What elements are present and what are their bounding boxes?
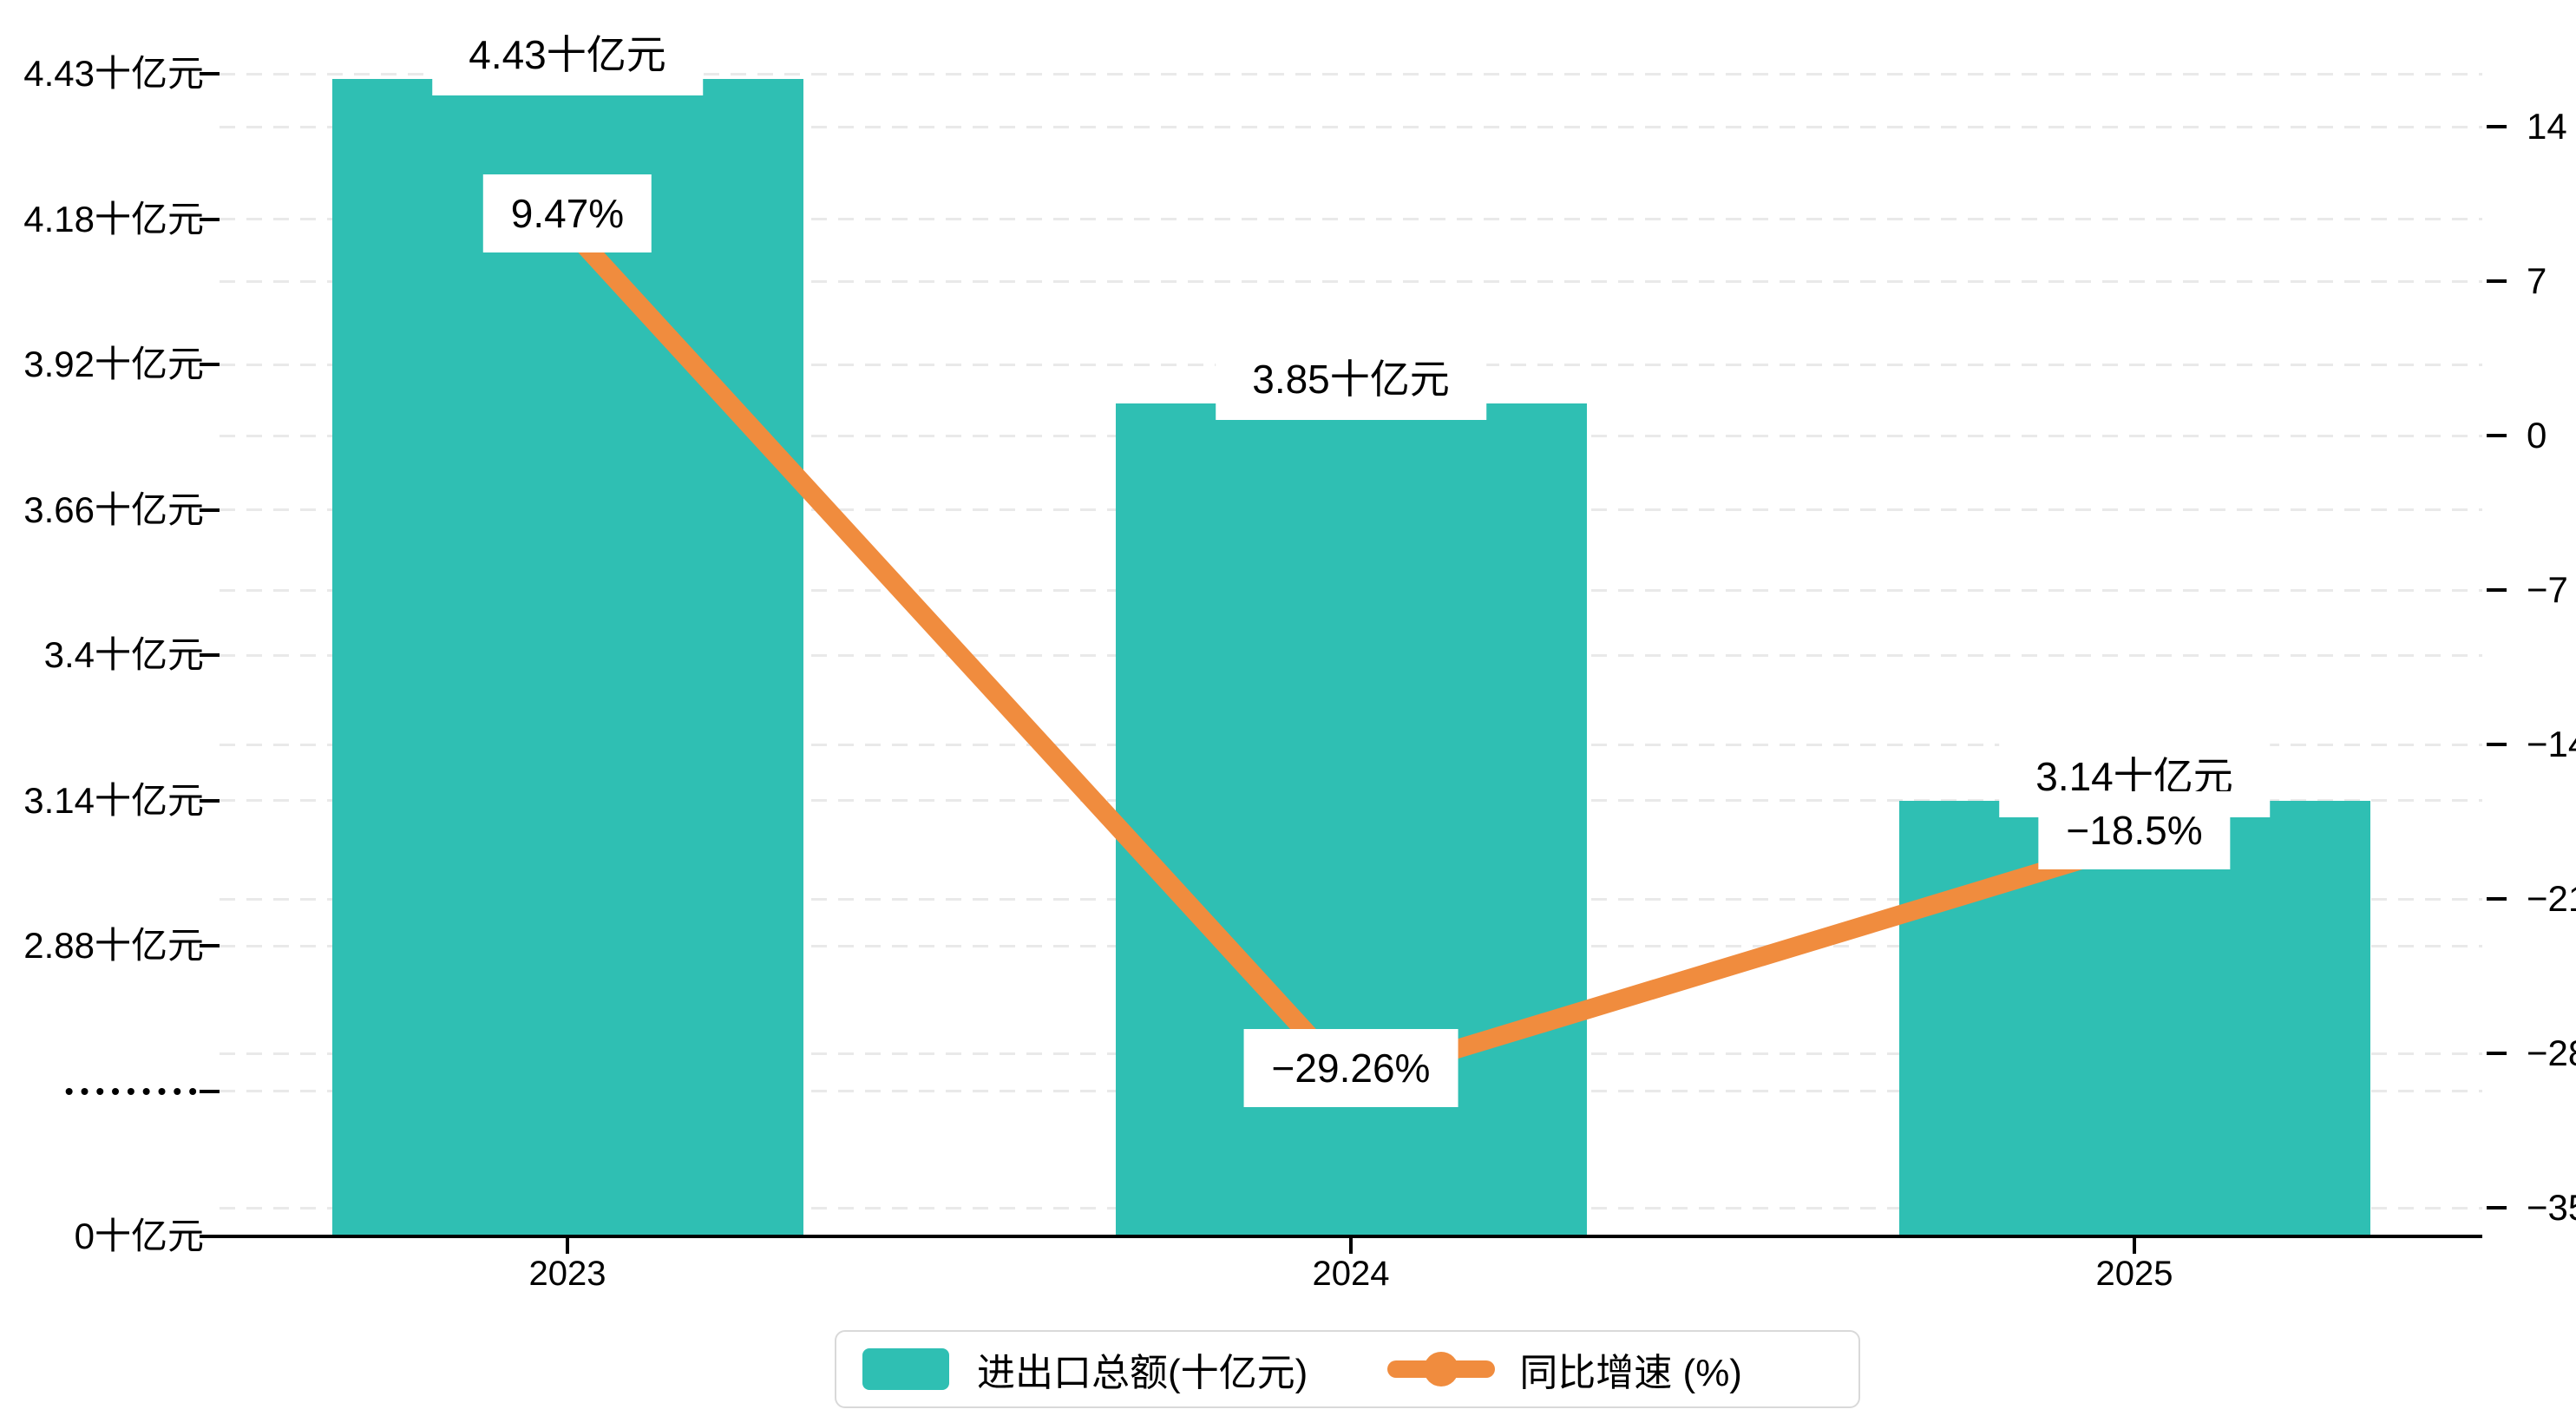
left-axis-scale-break-label: ••••••••• [64, 1077, 204, 1105]
left-axis-tick-label: 4.18十亿元 [23, 198, 204, 239]
left-axis-tick-label: 3.66十亿元 [23, 488, 204, 530]
left-axis-tick [200, 363, 220, 366]
bar-2023[interactable] [331, 79, 803, 1236]
right-axis-tick [2487, 588, 2507, 592]
bar-value-label-2023: 4.43十亿元 [432, 14, 703, 96]
x-axis-label-2024: 2024 [1312, 1255, 1390, 1293]
legend-label-total: 进出口总额(十亿元) [977, 1352, 1308, 1394]
left-axis-tick-label: 4.43十亿元 [23, 53, 204, 94]
legend-item-growth[interactable]: 同比增速 (%) [1387, 1341, 1742, 1397]
right-axis-tick [2487, 897, 2507, 901]
right-axis-tick [2487, 743, 2507, 746]
legend-item-total[interactable]: 进出口总额(十亿元) [862, 1341, 1308, 1397]
right-axis-tick-label: 0 [2527, 415, 2547, 456]
left-axis-tick [200, 653, 220, 657]
left-axis-tick [200, 72, 220, 75]
x-axis-tick [566, 1236, 569, 1254]
gridline [220, 72, 2482, 75]
bar-value-label-2024: 3.85十亿元 [1216, 338, 1486, 421]
right-axis-tick [2487, 434, 2507, 437]
right-axis-tick-label: −35 [2527, 1187, 2576, 1228]
right-axis-tick-label: 14 [2527, 106, 2567, 147]
legend: 进出口总额(十亿元) 同比增速 (%) [835, 1330, 1860, 1408]
right-axis-tick [2487, 1052, 2507, 1055]
bar-series-swatch-icon [862, 1348, 949, 1390]
x-axis-label-2023: 2023 [528, 1255, 606, 1293]
line-value-label-2024: −29.26% [1243, 1029, 1458, 1108]
left-axis-tick [200, 1089, 220, 1093]
line-value-label-2023: 9.47% [482, 174, 652, 253]
x-axis-tick [2133, 1236, 2136, 1254]
legend-label-growth: 同比增速 (%) [1519, 1352, 1742, 1394]
line-series-marker-icon [1387, 1348, 1496, 1390]
right-axis-tick [2487, 125, 2507, 128]
right-axis-tick-label: −21 [2527, 878, 2576, 919]
gridline [220, 125, 2482, 128]
right-axis-tick-label: −28 [2527, 1032, 2576, 1073]
left-axis-tick-label: 0十亿元 [74, 1216, 204, 1256]
left-axis-tick-label: 3.4十亿元 [43, 634, 204, 675]
left-axis-tick [200, 798, 220, 803]
x-axis-label-2025: 2025 [2095, 1255, 2173, 1293]
right-axis-tick-label: 7 [2527, 260, 2547, 301]
right-axis-tick [2487, 279, 2507, 283]
x-axis-tick [1349, 1236, 1353, 1254]
gridline [220, 279, 2482, 283]
left-axis-tick [200, 508, 220, 512]
right-axis-tick-label: −14 [2527, 724, 2576, 764]
left-axis-tick-label: 3.14十亿元 [23, 779, 204, 821]
gridline [220, 218, 2482, 220]
left-axis-tick [200, 944, 220, 947]
right-axis-tick-label: −7 [2527, 569, 2568, 610]
right-axis-tick [2487, 1206, 2507, 1210]
left-axis-tick [200, 1235, 220, 1238]
line-value-label-2025: −18.5% [2038, 791, 2231, 870]
left-axis-tick-label: 2.88十亿元 [23, 925, 204, 966]
left-axis-tick [200, 217, 220, 221]
left-axis-tick-label: 3.92十亿元 [23, 344, 204, 384]
bar-2025[interactable] [1898, 800, 2370, 1236]
